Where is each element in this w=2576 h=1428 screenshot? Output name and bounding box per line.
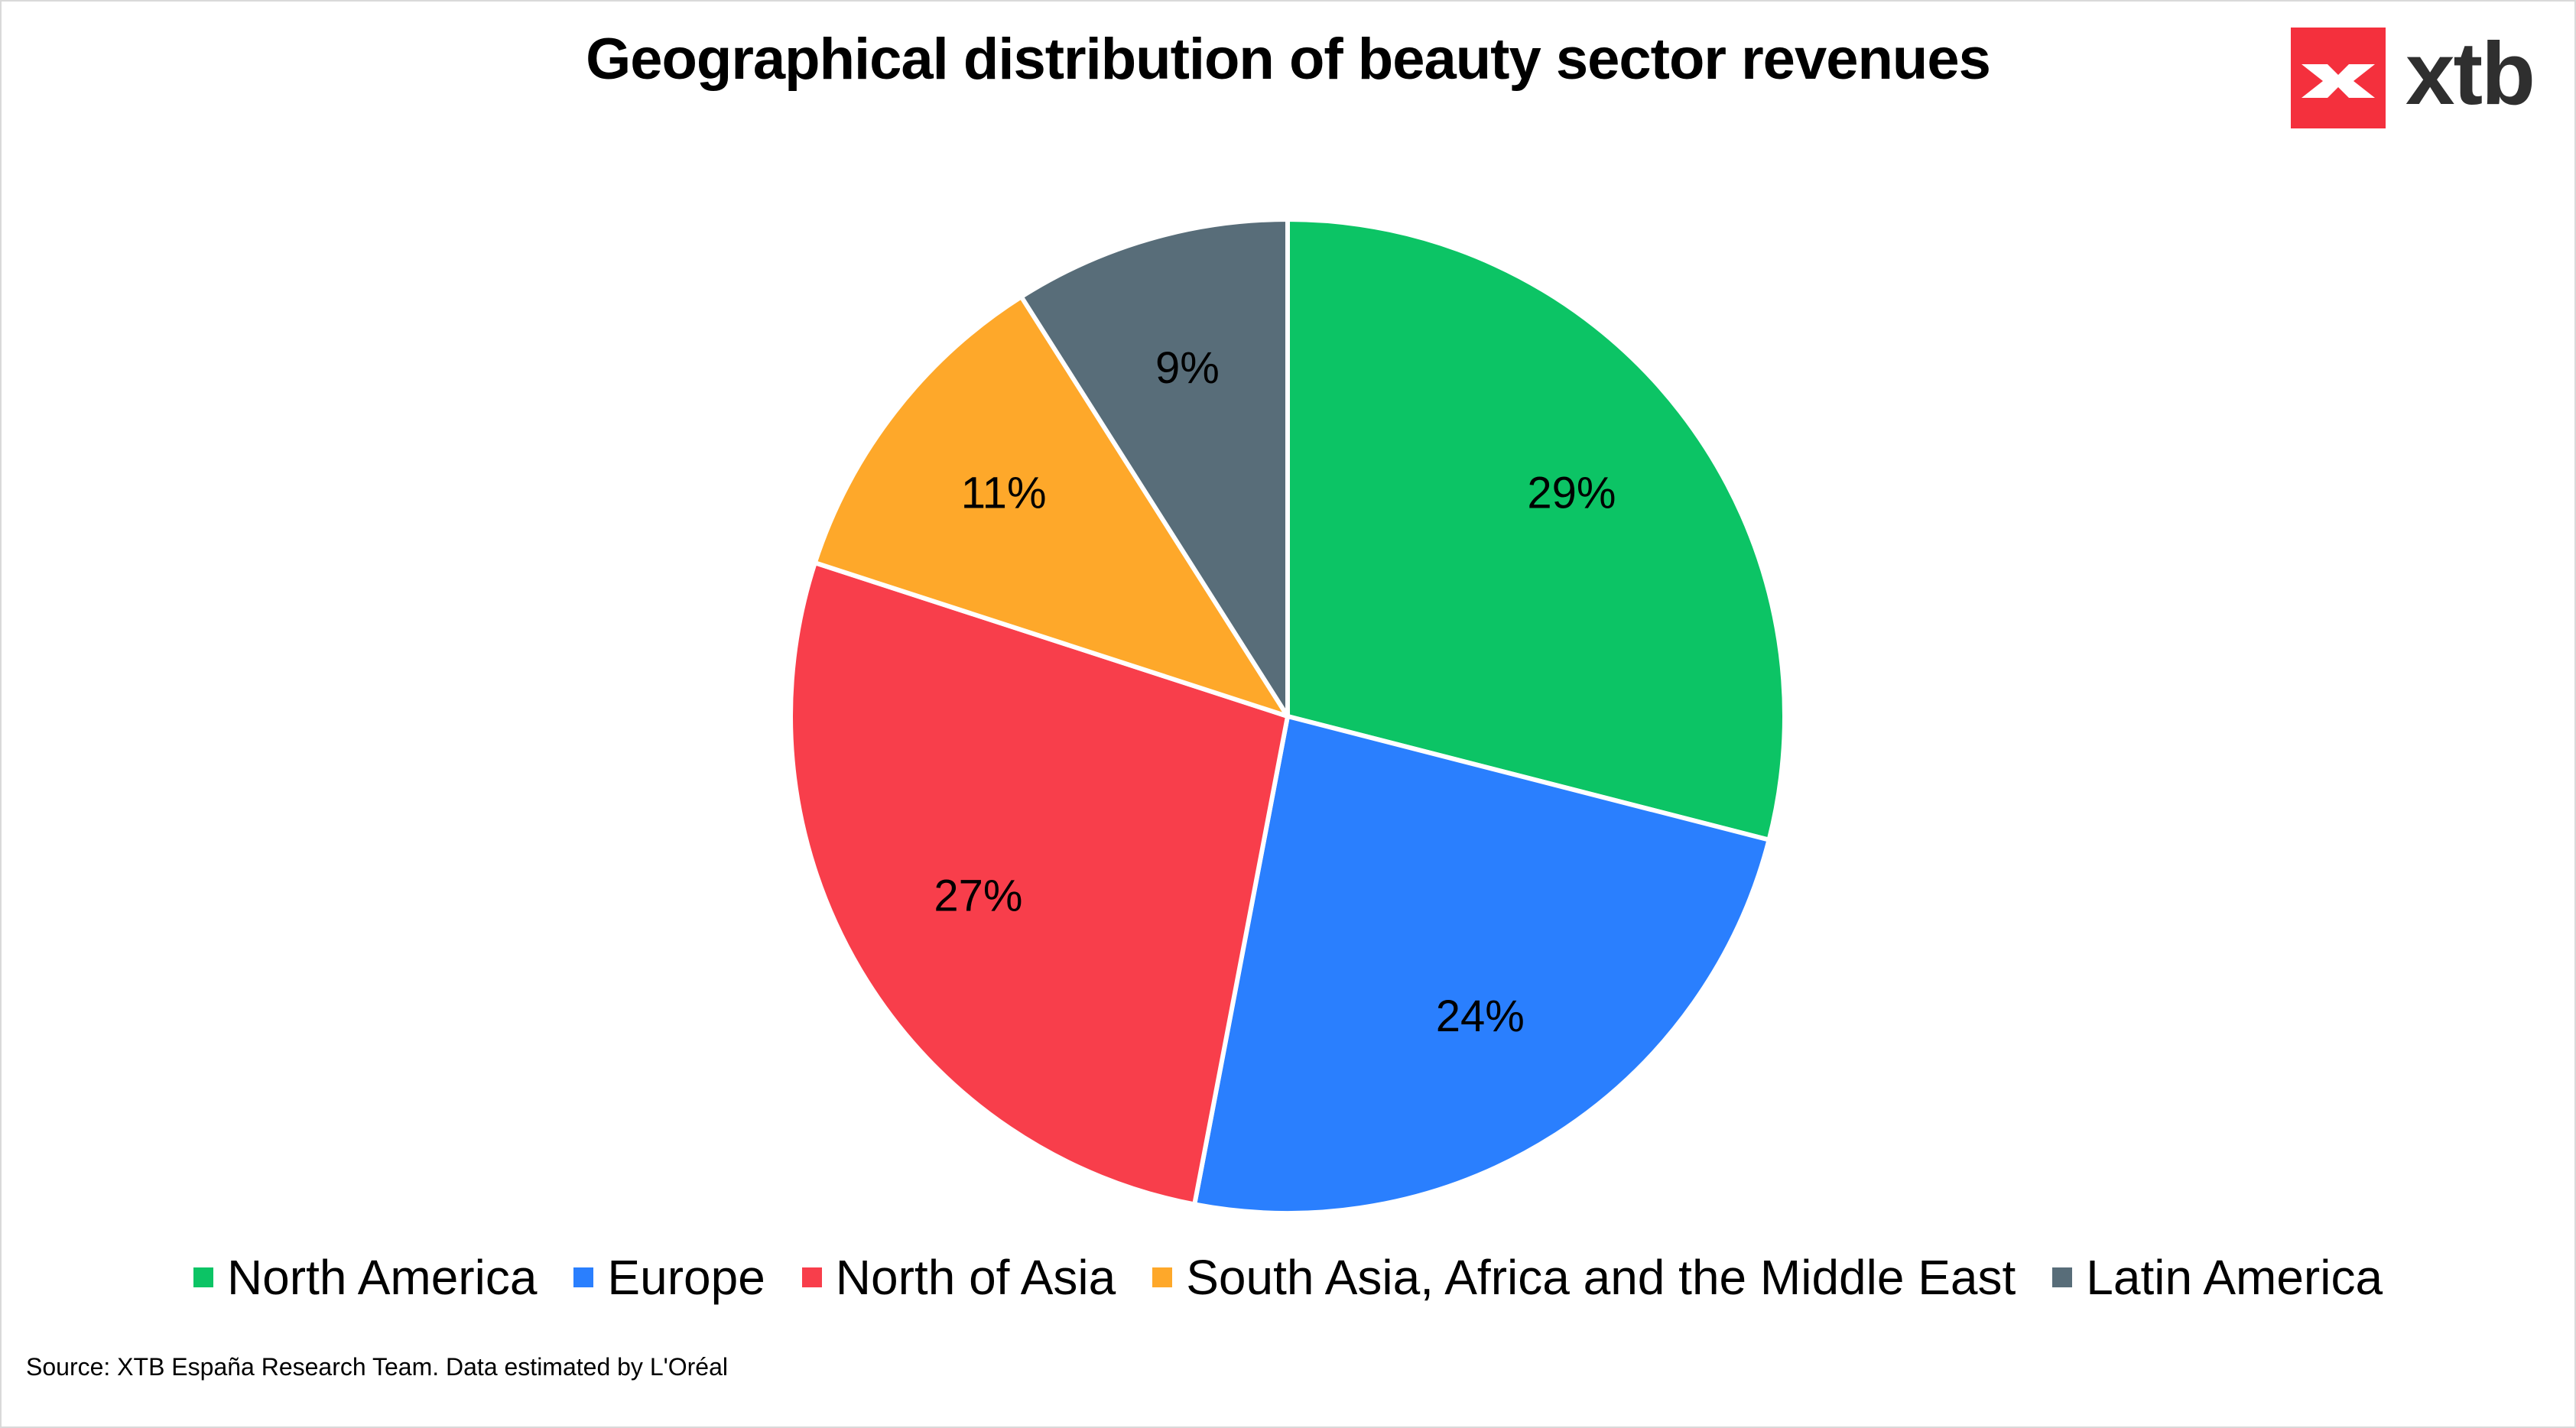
legend-swatch bbox=[193, 1267, 213, 1287]
data-label: 24% bbox=[1436, 991, 1525, 1041]
pie-slice-north-america bbox=[1285, 217, 1787, 842]
pie-labels: 29% 24% 27% 11% 9% bbox=[934, 343, 1616, 1041]
pie-slice-north-of-asia bbox=[788, 560, 1290, 1207]
legend-item: South Asia, Africa and the Middle East bbox=[1152, 1249, 2016, 1306]
legend-swatch bbox=[573, 1267, 594, 1287]
legend-item: Latin America bbox=[2052, 1249, 2383, 1306]
legend-item: North of Asia bbox=[801, 1249, 1116, 1306]
legend-item: Europe bbox=[573, 1249, 765, 1306]
legend-swatch bbox=[1152, 1267, 1173, 1287]
legend-swatch bbox=[801, 1267, 822, 1287]
chart-legend: North America Europe North of Asia South As… bbox=[0, 1249, 2576, 1306]
legend-label: North of Asia bbox=[835, 1250, 1116, 1305]
legend-swatch bbox=[2052, 1267, 2073, 1287]
pie-slice-latin-america bbox=[1018, 217, 1290, 719]
data-label: 29% bbox=[1527, 468, 1616, 518]
logo-mark-icon bbox=[2291, 28, 2386, 128]
legend-label: Latin America bbox=[2086, 1250, 2383, 1305]
source-note: Source: XTB España Research Team. Data e… bbox=[26, 1353, 728, 1381]
legend-label: South Asia, Africa and the Middle East bbox=[1186, 1250, 2016, 1305]
legend-item: North America bbox=[193, 1249, 537, 1306]
pie-slice-south-asia-africa-and-the-middle-east bbox=[812, 294, 1290, 719]
legend-label: Europe bbox=[607, 1250, 765, 1305]
chart-title: Geographical distribution of beauty sect… bbox=[586, 27, 1991, 92]
pie-slices bbox=[788, 217, 1787, 1215]
logo-text: xtb bbox=[2405, 24, 2535, 123]
xtb-logo: xtb bbox=[2291, 28, 2535, 128]
data-label: 11% bbox=[961, 468, 1047, 518]
data-label: 9% bbox=[1155, 343, 1220, 393]
data-label: 27% bbox=[934, 871, 1022, 921]
pie-slice-europe bbox=[1192, 714, 1772, 1215]
legend-label: North America bbox=[226, 1250, 538, 1305]
